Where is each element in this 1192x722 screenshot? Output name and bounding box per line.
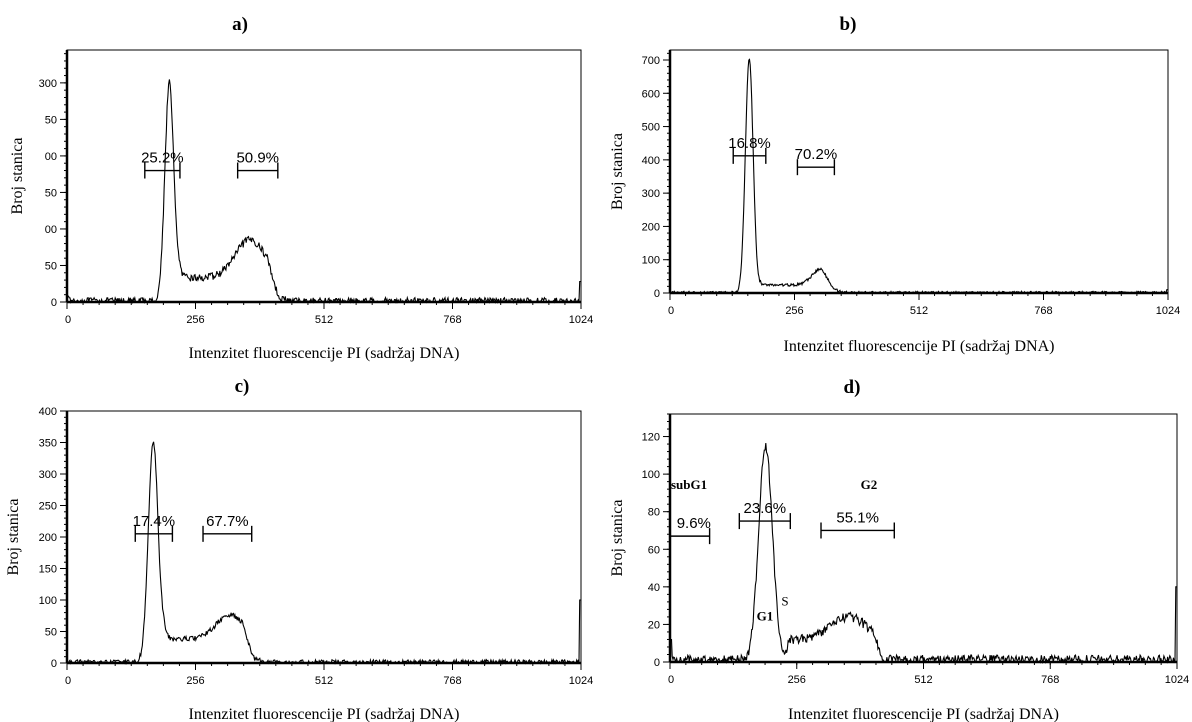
y-tick-label: 500 (642, 122, 660, 134)
plot-frame (669, 413, 1178, 663)
x-tick-label: 256 (788, 674, 806, 686)
gate-label: 67.7% (206, 513, 249, 530)
gate-label: 70.2% (795, 146, 838, 163)
x-axis-label: Intenzitet fluorescencije PI (sadržaj DN… (788, 706, 1059, 722)
x-tick-label: 512 (315, 314, 333, 326)
histogram-trace (67, 79, 581, 305)
gate-label: 16.8% (728, 135, 771, 152)
panel-title: b) (840, 14, 857, 35)
x-tick-label: 768 (1041, 674, 1059, 686)
y-axis-label: Broj stanica (609, 133, 626, 210)
y-tick-label: 50 (45, 114, 57, 126)
histogram-panel-c: c) 0 50 100 150 200 250 300 350 400 0 256 512 768 1024… (5, 376, 593, 722)
gate-label: 17.4% (133, 513, 176, 530)
histogram-panel-d: d) 0 20 40 60 80 100 120 0 256 512 768 1024 Intenzite… (609, 377, 1189, 722)
gate-marker: 25.2% (141, 150, 184, 179)
y-tick-label: 50 (45, 187, 57, 199)
gate-marker: 23.6% (738, 500, 792, 530)
x-tick-label: 256 (186, 675, 204, 687)
x-tick-label: 512 (910, 305, 928, 317)
histogram-trace (669, 58, 1168, 295)
gate-marker: 16.8% (728, 135, 771, 164)
x-tick-label: 512 (315, 675, 333, 687)
y-tick-label: 00 (45, 224, 57, 236)
y-tick-label: 50 (45, 627, 57, 639)
phase-annotation: G1 (757, 609, 774, 624)
panel-title: c) (235, 376, 250, 397)
y-tick-label: 20 (648, 619, 660, 631)
y-tick-label: 120 (642, 432, 660, 444)
x-axis-label: Intenzitet fluorescencije PI (sadržaj DN… (189, 345, 460, 362)
y-tick-label: 150 (39, 564, 57, 576)
y-tick-label: 200 (642, 221, 660, 233)
x-tick-label: 0 (668, 305, 674, 317)
x-tick-label: 512 (914, 674, 932, 686)
phase-annotation: S (781, 594, 788, 609)
x-tick-label: 0 (65, 314, 71, 326)
phase-annotation: subG1 (671, 477, 707, 492)
y-tick-label: 400 (39, 406, 57, 418)
y-tick-label: 100 (642, 255, 660, 267)
y-tick-label: 300 (642, 188, 660, 200)
y-tick-label: 0 (654, 657, 660, 669)
histogram-trace (670, 442, 1177, 665)
gate-label: 55.1% (836, 509, 879, 526)
y-axis-label: Broj stanica (5, 499, 22, 576)
x-tick-label: 1024 (1165, 674, 1189, 686)
y-axis-label: Broj stanica (609, 500, 626, 577)
x-tick-label: 256 (186, 314, 204, 326)
y-tick-label: 400 (642, 155, 660, 167)
histogram-panel-a: a) 0 50 00 50 00 50 300 0 256 512 768 1024 Intenzitet… (9, 14, 593, 362)
gate-label: 50.9% (236, 150, 279, 167)
gate-marker: 17.4% (133, 513, 176, 542)
gate-marker: 50.9% (236, 150, 279, 179)
x-tick-label: 1024 (569, 314, 593, 326)
x-tick-label: 768 (1034, 305, 1052, 317)
y-tick-label: 40 (648, 582, 660, 594)
x-tick-label: 1024 (1156, 305, 1180, 317)
y-tick-label: 100 (39, 595, 57, 607)
plot-frame (66, 49, 582, 303)
x-axis-label: Intenzitet fluorescencije PI (sadržaj DN… (784, 338, 1055, 355)
y-tick-label: 100 (642, 469, 660, 481)
y-tick-label: 200 (39, 532, 57, 544)
gate-marker: 55.1% (820, 509, 895, 539)
gate-label: 23.6% (744, 500, 787, 517)
phase-annotation: G2 (861, 477, 878, 492)
y-tick-label: 250 (39, 501, 57, 513)
y-tick-label: 50 (45, 260, 57, 272)
gate-marker: 9.6% (669, 515, 711, 545)
x-tick-label: 0 (668, 674, 674, 686)
y-tick-label: 600 (642, 88, 660, 100)
x-tick-label: 1024 (569, 675, 593, 687)
y-tick-label: 0 (654, 288, 660, 300)
histogram-panel-b: b) 0 100 200 300 400 500 600 700 0 256 512 768 1024 In… (609, 14, 1180, 355)
gate-marker: 70.2% (795, 146, 838, 176)
gate-label: 9.6% (677, 515, 711, 532)
y-tick-label: 300 (39, 469, 57, 481)
y-tick-label: 0 (51, 658, 57, 670)
histogram-trace (66, 441, 581, 666)
y-tick-label: 80 (648, 507, 660, 519)
x-tick-label: 768 (443, 675, 461, 687)
y-tick-label: 00 (45, 151, 57, 163)
y-tick-label: 300 (39, 78, 57, 90)
panel-title: d) (844, 377, 861, 398)
x-tick-label: 768 (443, 314, 461, 326)
y-tick-label: 0 (51, 297, 57, 309)
y-axis-label: Broj stanica (9, 138, 26, 215)
gate-marker: 67.7% (202, 513, 253, 542)
x-tick-label: 256 (785, 305, 803, 317)
y-tick-label: 700 (642, 55, 660, 67)
x-axis-label: Intenzitet fluorescencije PI (sadržaj DN… (189, 706, 460, 722)
y-tick-label: 350 (39, 438, 57, 450)
x-tick-label: 0 (65, 675, 71, 687)
y-tick-label: 60 (648, 544, 660, 556)
gate-label: 25.2% (141, 150, 184, 167)
panel-title: a) (232, 14, 248, 35)
